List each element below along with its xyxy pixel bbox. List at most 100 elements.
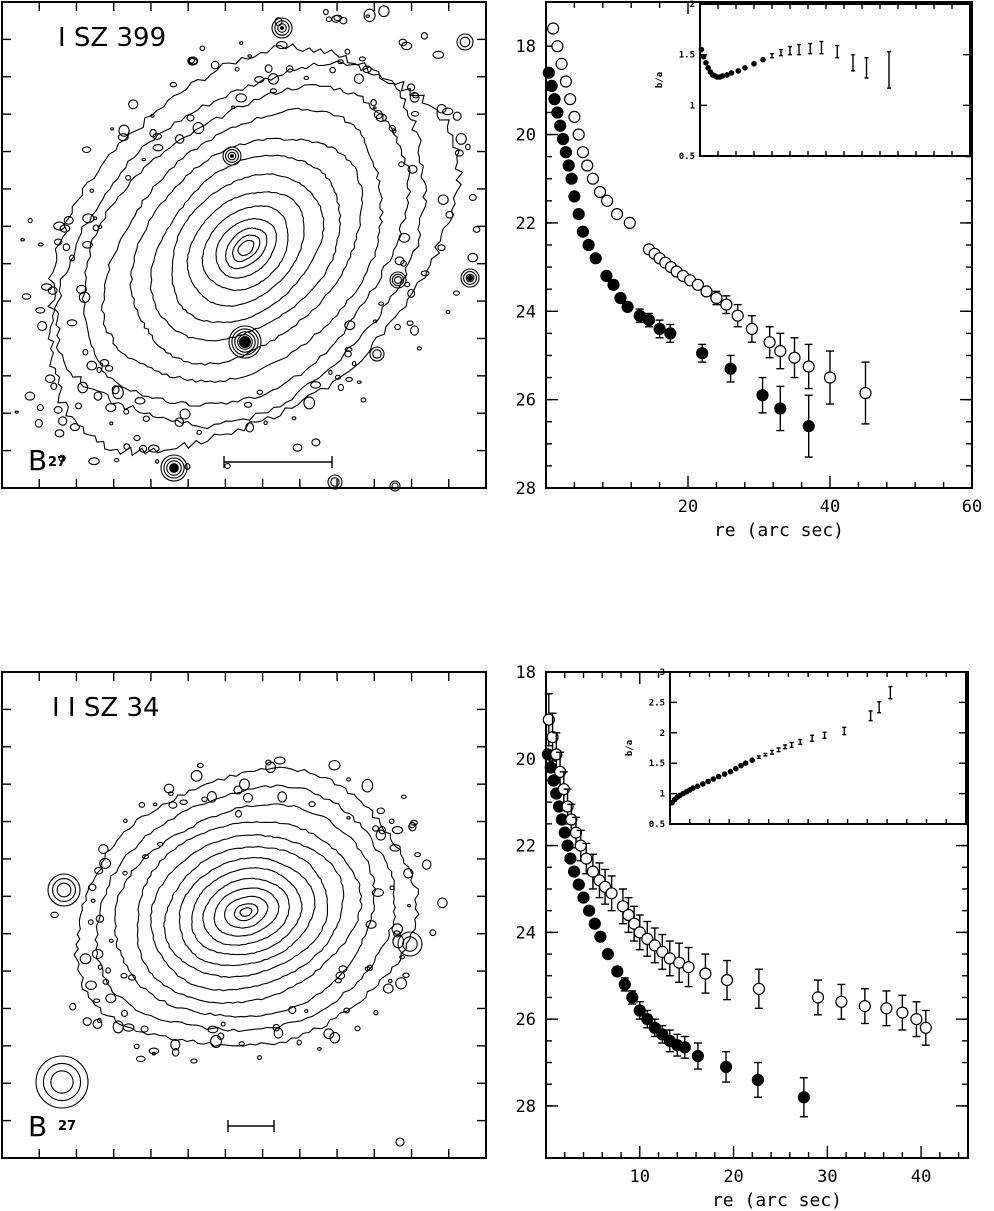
noise-contour [414,852,421,858]
inset-data-point [705,778,712,785]
noise-contour [128,974,136,981]
noise-contour [329,66,336,74]
noise-contour [277,791,288,803]
inset-y-axis-label: b/a [625,740,635,756]
star-core [230,154,234,158]
filled-data-point [562,159,575,172]
noise-contour [370,99,377,107]
noise-contour [346,816,351,820]
isophote [191,867,303,956]
open-data-point [811,991,825,1004]
noise-contour [199,45,206,52]
filled-data-point [691,1049,705,1063]
noise-contour [37,242,44,247]
open-data-point [563,93,577,106]
inset-y-tick-label: 1.5 [679,51,695,61]
isophote [239,907,253,917]
noise-contour [452,290,460,296]
open-data-point [593,185,607,199]
noise-contour [245,422,255,433]
noise-contour [358,56,366,62]
noise-contour [82,348,89,356]
filled-data-point [621,300,634,313]
noise-contour [196,762,204,769]
image-ticks [2,672,486,1158]
open-data-point [774,344,787,358]
isophote [186,191,305,307]
open-data-point [600,194,614,207]
filled-data-point [607,278,620,291]
noise-contour [152,132,162,140]
noise-contour [50,382,58,391]
inset-data-point [721,771,728,777]
noise-contour [128,99,139,110]
noise-contour [243,401,253,408]
noise-contour [105,967,111,974]
noise-contour [98,844,109,855]
noise-contour [378,301,385,306]
noise-contour [196,429,202,436]
star-contour [222,146,242,166]
filled-data-point [554,119,567,132]
inset-y-tick-label: 1 [690,101,695,111]
contour-image-2: I I SZ 34 B 27 [1,671,487,1159]
noise-contour [303,396,316,410]
open-data-point [858,999,871,1013]
filled-data-point [582,238,595,252]
y-tick-label: 26 [516,1010,536,1030]
open-data-point [745,322,759,335]
filled-data-point [561,839,574,852]
isophote [73,766,420,1048]
noise-contour [325,16,332,23]
noise-contour [269,88,278,94]
noise-contour [210,1034,222,1048]
open-data-point [896,1006,909,1019]
noise-contour [27,217,33,224]
noise-contour [402,972,410,979]
star-contour [397,931,423,957]
open-data-point [835,995,848,1008]
filled-data-point [547,774,560,787]
noise-contour [338,965,348,973]
noise-contour [69,423,80,432]
noise-contour [66,319,78,327]
filled-data-point [572,878,585,891]
noise-contour [81,146,92,154]
star-core [170,464,178,472]
noise-contour [102,978,110,985]
open-data-point [802,360,815,373]
noise-contour [275,41,288,50]
isophote [178,856,316,967]
inset-data-point [719,73,726,79]
star-contour [237,334,253,350]
inset-data-point [724,72,730,78]
noise-contour [63,216,74,225]
open-data-point [568,110,581,124]
inset-data-point [715,773,722,780]
open-data-point [574,839,587,852]
noise-contour [184,463,191,470]
noise-contour [389,885,395,891]
noise-contour [93,998,101,1004]
scale-bar [223,456,333,468]
noise-contour [152,802,158,807]
noise-contour [138,802,146,808]
noise-contour [122,1023,135,1032]
noise-contour [455,132,467,145]
noise-contour [472,226,481,233]
noise-contour [400,260,407,267]
noise-contour [401,794,407,799]
open-data-point [586,865,600,878]
noise-contour [14,410,19,414]
star-contour [179,408,191,420]
inset-frame [669,671,967,825]
noise-contour [339,16,348,25]
open-data-point [720,298,733,311]
noise-contour [206,791,217,803]
scale-bar [227,1120,275,1132]
noise-contour [190,770,203,782]
noise-contour [174,134,185,144]
noise-contour [254,76,265,83]
noise-contour [337,59,344,65]
noise-contour [343,1007,350,1014]
